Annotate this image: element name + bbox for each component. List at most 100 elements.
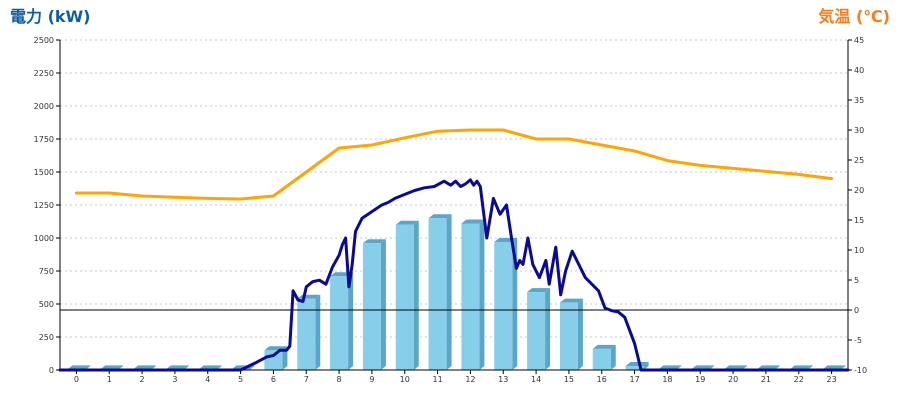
y-right-tick-label-9: 35: [854, 96, 864, 105]
x-tick-label-10: 10: [400, 375, 410, 384]
bar-8: [330, 276, 349, 370]
y-right-tick-label-0: -10: [854, 366, 867, 375]
bar-top-23: [822, 365, 846, 370]
bar-side-11: [446, 214, 452, 370]
x-tick-label-22: 22: [794, 375, 804, 384]
bar-side-9: [380, 239, 386, 370]
x-tick-label-20: 20: [728, 375, 738, 384]
x-tick-label-3: 3: [172, 375, 177, 384]
bar-side-5: [249, 365, 255, 370]
right-axis-title: 気温 (℃): [818, 7, 890, 26]
bar-top-10: [395, 220, 419, 225]
y-right-tick-label-2: 0: [854, 306, 859, 315]
bar-top-0: [67, 365, 91, 370]
x-tick-label-18: 18: [662, 375, 672, 384]
bar-12: [461, 223, 480, 370]
bar-side-13: [512, 237, 518, 370]
y-left-tick-label-6: 1500: [34, 168, 54, 177]
bar-top-4: [198, 365, 222, 370]
bar-side-6: [282, 346, 288, 370]
bar-15: [559, 302, 578, 370]
bar-top-11: [428, 214, 452, 219]
bar-9: [362, 243, 381, 370]
bar-14: [527, 292, 546, 370]
bar-top-1: [100, 365, 124, 370]
left-axis-title: 電力 (kW): [10, 7, 91, 26]
line-layer: [58, 128, 850, 372]
y-left-tick-label-10: 2500: [34, 36, 54, 45]
y-right-tick-label-10: 40: [854, 66, 864, 75]
x-tick-label-7: 7: [304, 375, 309, 384]
x-tick-label-9: 9: [369, 375, 374, 384]
bar-side-8: [348, 272, 354, 370]
x-tick-label-4: 4: [205, 375, 210, 384]
bar-6: [264, 350, 283, 370]
x-tick-label-13: 13: [498, 375, 508, 384]
y-left-tick-label-5: 1250: [34, 201, 54, 210]
bar-top-17: [625, 362, 649, 367]
bar-top-21: [756, 365, 780, 370]
y-left-tick-label-4: 1000: [34, 234, 54, 243]
bar-top-12: [461, 219, 485, 224]
bar-side-7: [315, 294, 321, 370]
x-tick-label-1: 1: [107, 375, 112, 384]
y-right-tick-label-8: 30: [854, 126, 864, 135]
y-left-tick-label-7: 1750: [34, 135, 54, 144]
x-tick-label-11: 11: [432, 375, 442, 384]
x-tick-label-17: 17: [629, 375, 639, 384]
temperature-line: [74, 128, 834, 201]
bar-7: [297, 298, 316, 370]
x-tick-label-23: 23: [826, 375, 836, 384]
bar-side-14: [545, 288, 551, 370]
x-tick-label-6: 6: [271, 375, 276, 384]
x-tick-label-16: 16: [597, 375, 607, 384]
bar-top-19: [691, 365, 715, 370]
bar-16: [592, 348, 611, 370]
x-tick-label-14: 14: [531, 375, 541, 384]
bar-top-9: [362, 239, 386, 244]
x-tick-label-15: 15: [564, 375, 574, 384]
y-right-tick-label-1: -5: [854, 336, 862, 345]
y-right-tick-label-11: 45: [854, 36, 864, 45]
bar-side-12: [479, 219, 485, 370]
bar-side-17: [643, 362, 649, 370]
grid-layer: [60, 39, 848, 338]
y-right-tick-label-5: 15: [854, 216, 864, 225]
y-left-tick-label-2: 500: [39, 300, 54, 309]
bar-side-10: [413, 220, 419, 370]
bar-top-22: [789, 365, 813, 370]
x-tick-label-5: 5: [238, 375, 243, 384]
bar-17: [625, 366, 644, 370]
bar-side-16: [610, 344, 616, 370]
x-tick-label-21: 21: [761, 375, 771, 384]
y-right-tick-label-3: 5: [854, 276, 859, 285]
bar-top-18: [658, 365, 682, 370]
bar-side-15: [577, 298, 583, 370]
y-left-tick-label-1: 250: [39, 333, 54, 342]
power-line: [58, 178, 850, 372]
y-left-tick-label-0: 0: [49, 366, 54, 375]
bar-top-3: [165, 365, 189, 370]
bar-top-2: [133, 365, 157, 370]
axis-layer: [56, 39, 852, 374]
bar-top-16: [592, 344, 616, 349]
bar-13: [494, 241, 513, 370]
bar-top-14: [527, 288, 551, 293]
x-tick-label-8: 8: [337, 375, 342, 384]
x-tick-label-0: 0: [74, 375, 79, 384]
y-right-tick-label-6: 20: [854, 186, 864, 195]
y-right-tick-label-4: 10: [854, 246, 864, 255]
bar-11: [428, 218, 447, 370]
x-tick-label-12: 12: [465, 375, 475, 384]
bar-top-15: [559, 298, 583, 303]
bar-top-20: [724, 365, 748, 370]
bar-10: [395, 224, 414, 370]
x-tick-label-2: 2: [140, 375, 145, 384]
y-left-tick-label-8: 2000: [34, 102, 54, 111]
y-right-tick-label-7: 25: [854, 156, 864, 165]
y-left-tick-label-3: 750: [39, 267, 54, 276]
x-tick-label-19: 19: [695, 375, 705, 384]
label-layer: 02505007501000125015001750200022502500-1…: [34, 36, 867, 384]
